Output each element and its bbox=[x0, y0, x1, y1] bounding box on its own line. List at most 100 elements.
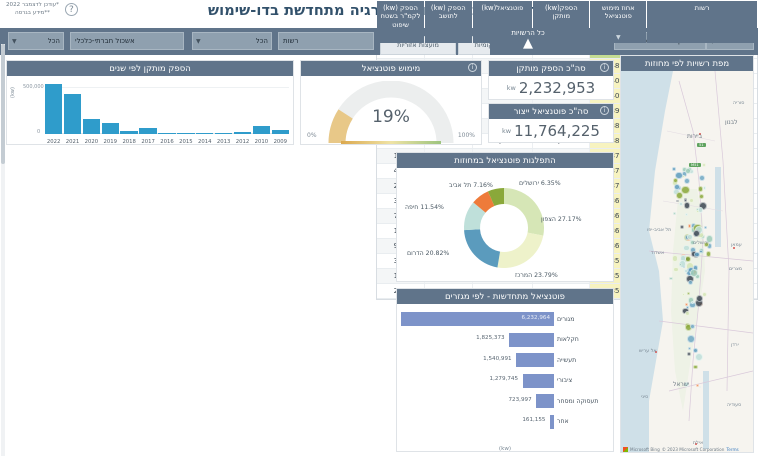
authority-select[interactable]: הכל ▼ bbox=[192, 32, 272, 50]
year-bar[interactable] bbox=[233, 131, 252, 134]
sector-bar[interactable] bbox=[536, 394, 554, 408]
info-icon[interactable]: i bbox=[600, 63, 609, 72]
map-authority-dot[interactable] bbox=[683, 244, 690, 252]
map-authority-dot[interactable] bbox=[682, 174, 686, 178]
col-per-capita[interactable]: הספק (kw) לתושב bbox=[424, 1, 473, 43]
map-authority-dot[interactable] bbox=[686, 234, 693, 240]
sector-bar[interactable] bbox=[550, 414, 554, 429]
info-icon[interactable]: i bbox=[468, 63, 477, 72]
col-pct-realization[interactable]: אחוז מימוש פוטנציאל ▼ bbox=[589, 1, 647, 43]
map-authority-dot[interactable] bbox=[678, 262, 682, 266]
map-authority-dot[interactable] bbox=[701, 163, 706, 168]
sector-bar[interactable] bbox=[401, 312, 554, 326]
tab-all-authorities[interactable]: כל הרשויות ▲ bbox=[490, 28, 566, 55]
map-authority-dot[interactable] bbox=[675, 199, 679, 203]
info-icon[interactable]: i bbox=[600, 106, 609, 115]
map-authority-dot[interactable] bbox=[679, 224, 685, 230]
donut-slice[interactable] bbox=[464, 202, 486, 231]
sector-row[interactable]: תעסוקה ומסחר 723,997 bbox=[401, 392, 609, 410]
year-bar[interactable] bbox=[271, 129, 289, 134]
map-authority-dot[interactable] bbox=[685, 212, 689, 216]
map-authority-dot[interactable] bbox=[685, 167, 692, 174]
map-authority-dot[interactable] bbox=[697, 206, 704, 213]
map-authority-dot[interactable] bbox=[706, 251, 712, 257]
map-authority-dot[interactable] bbox=[673, 183, 680, 191]
map-authority-dot[interactable] bbox=[684, 381, 690, 387]
sector-row[interactable]: חקלאות 1,825,373 bbox=[401, 331, 609, 349]
districts-map-panel[interactable]: מפת רשויות לפי מחוזות 51 bbox=[620, 55, 754, 453]
map-authority-dot[interactable] bbox=[694, 352, 704, 362]
map-authority-dot[interactable] bbox=[695, 294, 703, 302]
map-authority-dot[interactable] bbox=[697, 186, 703, 192]
map-authority-dot[interactable] bbox=[675, 171, 683, 179]
sector-row[interactable]: אחר 161,155 bbox=[401, 413, 609, 431]
year-bar[interactable] bbox=[63, 93, 82, 134]
donut-slice[interactable] bbox=[487, 188, 504, 207]
map-authority-dot[interactable] bbox=[683, 268, 688, 273]
map-authority-dot[interactable] bbox=[685, 310, 691, 317]
map-authority-dot[interactable] bbox=[688, 197, 694, 203]
map-authority-dot[interactable] bbox=[698, 174, 706, 182]
map-authority-dot[interactable] bbox=[669, 276, 673, 281]
map-authority-dot[interactable] bbox=[705, 235, 714, 244]
year-bar[interactable] bbox=[120, 130, 138, 134]
map-authority-dot[interactable] bbox=[686, 291, 691, 296]
map-authority-dot[interactable] bbox=[692, 230, 700, 238]
map-authority-dot[interactable] bbox=[693, 364, 698, 370]
map-authority-dot[interactable] bbox=[687, 335, 695, 343]
map-authority-dot[interactable] bbox=[699, 250, 703, 254]
sector-row[interactable]: ציבורי 1,279,745 bbox=[401, 372, 609, 390]
sort-desc-icon[interactable]: ▼ bbox=[616, 33, 621, 41]
map-authority-dot[interactable] bbox=[686, 351, 692, 357]
filter-authority-value[interactable]: הכל ▼ bbox=[188, 31, 272, 51]
col-per-sqkm[interactable]: הספק (kw) לקמ"ר בשטח שיפוט bbox=[377, 1, 425, 43]
sector-bar[interactable] bbox=[522, 373, 554, 388]
year-bar[interactable] bbox=[82, 118, 101, 134]
year-bar[interactable] bbox=[158, 133, 176, 134]
map-authority-dot[interactable] bbox=[689, 240, 695, 246]
map-authority-dot[interactable] bbox=[690, 300, 695, 304]
map-authority-dot[interactable] bbox=[688, 347, 692, 351]
map-authority-dot[interactable] bbox=[687, 223, 692, 228]
map-authority-dot[interactable] bbox=[701, 291, 708, 298]
donut-slice[interactable] bbox=[504, 188, 544, 236]
map-terms-link[interactable]: Terms bbox=[726, 447, 739, 452]
map-authority-dot[interactable] bbox=[690, 268, 698, 277]
map-authority-dot[interactable] bbox=[676, 192, 683, 199]
col-authority[interactable]: רשות bbox=[646, 1, 757, 43]
map-authority-dot[interactable] bbox=[694, 251, 700, 258]
donut-slice[interactable] bbox=[473, 191, 495, 213]
map-authority-dot[interactable] bbox=[703, 225, 707, 229]
map-authority-dot[interactable] bbox=[671, 255, 678, 262]
year-bar[interactable] bbox=[214, 132, 233, 134]
sector-row[interactable]: תעשייה 1,540,991 bbox=[401, 351, 609, 369]
map-authority-dot[interactable] bbox=[682, 265, 686, 269]
year-bar[interactable] bbox=[139, 128, 157, 134]
map-authority-dot[interactable] bbox=[702, 186, 707, 190]
year-bar[interactable] bbox=[177, 133, 195, 134]
filter-cluster-value[interactable]: הכל ▼ bbox=[4, 31, 64, 51]
map-authority-dot[interactable] bbox=[689, 323, 696, 329]
year-bar[interactable] bbox=[196, 133, 214, 134]
map-authority-dot[interactable] bbox=[672, 211, 677, 216]
map-authority-dot[interactable] bbox=[673, 266, 679, 272]
year-bar[interactable] bbox=[101, 123, 119, 134]
donut-slice[interactable] bbox=[497, 232, 544, 268]
sector-row[interactable]: מגורים 6,232,964 bbox=[401, 310, 609, 328]
map-authority-dot[interactable] bbox=[698, 193, 705, 199]
year-bar[interactable] bbox=[44, 84, 63, 134]
cluster-select[interactable]: הכל ▼ bbox=[8, 32, 64, 50]
map-authority-dot[interactable] bbox=[704, 242, 709, 247]
map-authority-dot[interactable] bbox=[695, 383, 700, 388]
map-authority-dot[interactable] bbox=[683, 198, 688, 203]
sector-bar[interactable] bbox=[516, 353, 554, 367]
map-authority-dot[interactable] bbox=[682, 293, 686, 297]
map-authority-dot[interactable] bbox=[684, 177, 691, 184]
map-canvas[interactable]: 51 M51 לבנון ביירות סוריה תל אביב-יפו אשדוד י… bbox=[621, 71, 753, 452]
map-authority-dot[interactable] bbox=[687, 279, 693, 285]
map-authority-dot[interactable] bbox=[693, 347, 699, 353]
map-authority-dot[interactable] bbox=[672, 167, 676, 171]
map-authority-dot[interactable] bbox=[698, 385, 702, 389]
map-authority-dot[interactable] bbox=[683, 202, 690, 209]
map-authority-dot[interactable] bbox=[681, 185, 690, 194]
